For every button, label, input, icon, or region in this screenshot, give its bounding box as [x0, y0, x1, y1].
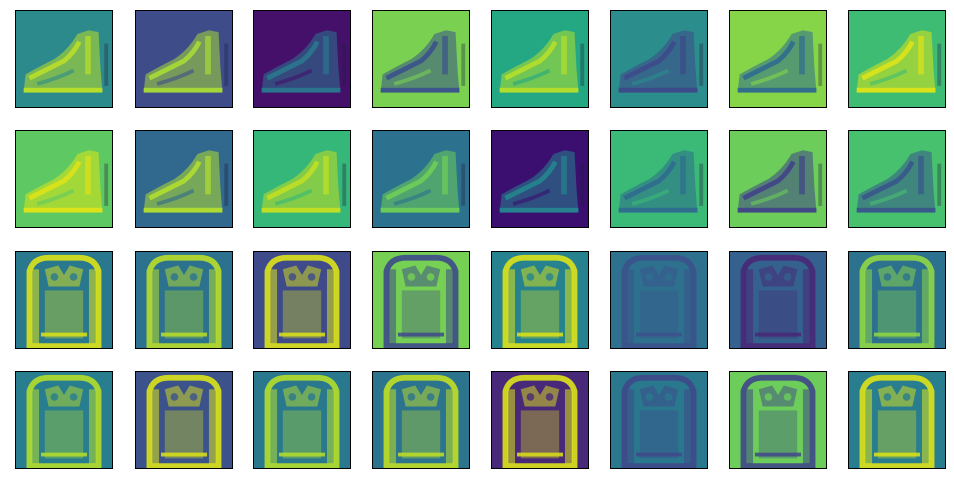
feature-map-panel-r1-c5 — [491, 10, 589, 108]
feature-map-panel-r2-c1 — [15, 130, 113, 228]
feature-map-panel-r3-c6 — [610, 251, 708, 349]
coat-feature-image — [849, 252, 945, 348]
feature-map-panel-r2-c5 — [491, 130, 589, 228]
coat-feature-image — [136, 252, 232, 348]
boot-feature-image — [492, 131, 588, 227]
coat-feature-image — [373, 372, 469, 468]
coat-feature-image — [492, 252, 588, 348]
coat-feature-image — [849, 372, 945, 468]
boot-feature-image — [16, 131, 112, 227]
boot-feature-image — [730, 11, 826, 107]
coat-feature-image — [492, 372, 588, 468]
coat-feature-image — [254, 252, 350, 348]
feature-map-panel-r2-c2 — [135, 130, 233, 228]
coat-feature-image — [136, 372, 232, 468]
feature-map-panel-r4-c3 — [253, 371, 351, 469]
boot-feature-image — [611, 11, 707, 107]
feature-map-panel-r3-c2 — [135, 251, 233, 349]
coat-feature-image — [611, 252, 707, 348]
feature-map-panel-r3-c4 — [372, 251, 470, 349]
feature-map-panel-r1-c6 — [610, 10, 708, 108]
feature-map-panel-r1-c7 — [729, 10, 827, 108]
boot-feature-image — [373, 11, 469, 107]
boot-feature-image — [373, 131, 469, 227]
feature-map-panel-r2-c4 — [372, 130, 470, 228]
feature-map-panel-r1-c2 — [135, 10, 233, 108]
feature-map-panel-r4-c4 — [372, 371, 470, 469]
feature-map-panel-r3-c5 — [491, 251, 589, 349]
boot-feature-image — [254, 11, 350, 107]
coat-feature-image — [373, 252, 469, 348]
feature-map-panel-r4-c8 — [848, 371, 946, 469]
coat-feature-image — [611, 372, 707, 468]
feature-map-panel-r2-c7 — [729, 130, 827, 228]
feature-map-panel-r2-c3 — [253, 130, 351, 228]
feature-map-panel-r4-c7 — [729, 371, 827, 469]
coat-feature-image — [16, 252, 112, 348]
coat-feature-image — [730, 372, 826, 468]
boot-feature-image — [611, 131, 707, 227]
boot-feature-image — [492, 11, 588, 107]
boot-feature-image — [254, 131, 350, 227]
feature-map-panel-r3-c3 — [253, 251, 351, 349]
feature-map-panel-r3-c7 — [729, 251, 827, 349]
feature-map-panel-r2-c6 — [610, 130, 708, 228]
feature-map-panel-r3-c8 — [848, 251, 946, 349]
boot-feature-image — [849, 11, 945, 107]
feature-map-panel-r3-c1 — [15, 251, 113, 349]
feature-map-panel-r1-c8 — [848, 10, 946, 108]
boot-feature-image — [136, 11, 232, 107]
feature-map-panel-r1-c4 — [372, 10, 470, 108]
boot-feature-image — [136, 131, 232, 227]
coat-feature-image — [254, 372, 350, 468]
feature-map-panel-r4-c2 — [135, 371, 233, 469]
coat-feature-image — [730, 252, 826, 348]
feature-map-panel-r4-c5 — [491, 371, 589, 469]
feature-map-panel-r4-c6 — [610, 371, 708, 469]
feature-map-panel-r1-c3 — [253, 10, 351, 108]
boot-feature-image — [849, 131, 945, 227]
feature-map-panel-r2-c8 — [848, 130, 946, 228]
feature-map-panel-r1-c1 — [15, 10, 113, 108]
feature-map-panel-r4-c1 — [15, 371, 113, 469]
boot-feature-image — [730, 131, 826, 227]
coat-feature-image — [16, 372, 112, 468]
boot-feature-image — [16, 11, 112, 107]
